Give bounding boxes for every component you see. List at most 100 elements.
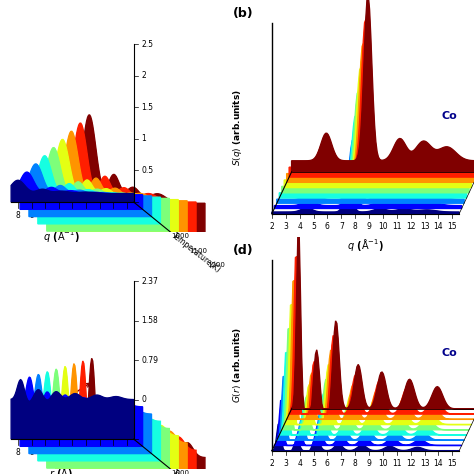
Text: 7: 7 (339, 222, 344, 231)
Text: Temperature(K): Temperature(K) (170, 468, 223, 474)
Polygon shape (287, 44, 474, 182)
Polygon shape (20, 172, 143, 210)
Polygon shape (29, 164, 152, 217)
Text: 9: 9 (29, 448, 34, 457)
Text: 1000: 1000 (172, 470, 190, 474)
Text: 12: 12 (68, 448, 77, 457)
Text: $q$ ($\rm\AA^{-1}$): $q$ ($\rm\AA^{-1}$) (347, 237, 384, 253)
Polygon shape (47, 147, 169, 231)
Text: 2: 2 (270, 459, 274, 468)
Text: 1: 1 (141, 135, 146, 144)
Text: 1.5: 1.5 (141, 103, 154, 112)
Polygon shape (38, 372, 160, 461)
Text: 12: 12 (68, 211, 77, 220)
Polygon shape (279, 115, 466, 198)
Text: 5: 5 (311, 222, 316, 231)
Text: 900: 900 (154, 456, 167, 462)
Text: 15: 15 (109, 211, 118, 220)
Text: 10: 10 (378, 459, 388, 468)
Polygon shape (29, 374, 152, 454)
Polygon shape (282, 91, 469, 193)
Text: 1.58: 1.58 (141, 316, 158, 325)
Polygon shape (279, 352, 466, 435)
Text: 7: 7 (339, 459, 344, 468)
Text: $q$ ($\rm\AA^{-1}$): $q$ ($\rm\AA^{-1}$) (43, 228, 80, 244)
Text: 11: 11 (54, 448, 64, 457)
Polygon shape (11, 180, 134, 202)
Text: 14: 14 (434, 222, 443, 231)
Text: 16: 16 (122, 211, 132, 220)
Text: 16: 16 (122, 448, 132, 457)
Text: $S(q)$ (arb.units): $S(q)$ (arb.units) (231, 89, 244, 166)
Text: 3: 3 (283, 222, 288, 231)
Text: 800: 800 (136, 441, 149, 447)
Text: 900: 900 (154, 219, 167, 225)
Polygon shape (274, 400, 462, 446)
Polygon shape (277, 376, 464, 440)
Text: 8: 8 (16, 211, 20, 220)
Text: Co: Co (442, 348, 458, 358)
Polygon shape (292, 233, 474, 409)
Text: 13: 13 (81, 448, 91, 457)
Text: 15: 15 (447, 459, 457, 468)
Polygon shape (292, 0, 474, 172)
Text: 13: 13 (419, 459, 429, 468)
Text: 12: 12 (406, 222, 415, 231)
Text: 0: 0 (141, 198, 146, 207)
Text: 13: 13 (419, 222, 429, 231)
Text: (b): (b) (232, 7, 253, 20)
Text: 4: 4 (297, 222, 302, 231)
Polygon shape (274, 163, 462, 209)
Text: 15: 15 (109, 448, 118, 457)
Text: 3: 3 (283, 459, 288, 468)
Text: Co: Co (442, 111, 458, 121)
Text: 9: 9 (29, 211, 34, 220)
Polygon shape (272, 424, 459, 451)
Polygon shape (47, 369, 169, 468)
Text: $r$ ($\rm\AA$): $r$ ($\rm\AA$) (49, 465, 73, 474)
Text: 13: 13 (81, 211, 91, 220)
Text: 0: 0 (141, 395, 146, 404)
Text: 11: 11 (392, 459, 401, 468)
Polygon shape (56, 139, 178, 238)
Text: 2.37: 2.37 (141, 277, 158, 286)
Text: 800: 800 (136, 204, 149, 210)
Text: (d): (d) (232, 244, 253, 257)
Polygon shape (287, 281, 474, 419)
Text: 11: 11 (54, 211, 64, 220)
Text: 2: 2 (141, 71, 146, 80)
Text: 1200: 1200 (207, 263, 225, 268)
Polygon shape (56, 366, 178, 474)
Polygon shape (38, 156, 160, 224)
Text: 2: 2 (270, 222, 274, 231)
Text: 6: 6 (325, 222, 330, 231)
Text: 10: 10 (378, 222, 388, 231)
Text: 8: 8 (16, 448, 20, 457)
Text: 4: 4 (297, 459, 302, 468)
Polygon shape (284, 67, 472, 188)
Polygon shape (73, 123, 196, 253)
Polygon shape (20, 377, 143, 447)
Polygon shape (64, 131, 187, 246)
Polygon shape (277, 139, 464, 203)
Text: 10: 10 (40, 448, 50, 457)
Text: Heating: Heating (40, 146, 90, 169)
Text: 5: 5 (311, 459, 316, 468)
Polygon shape (282, 328, 469, 430)
Text: 14: 14 (95, 211, 104, 220)
Text: 1100: 1100 (190, 248, 207, 254)
Text: 10: 10 (40, 211, 50, 220)
Text: 0.79: 0.79 (141, 356, 158, 365)
Polygon shape (11, 380, 134, 439)
Polygon shape (272, 187, 459, 214)
Polygon shape (284, 304, 472, 425)
Text: 9: 9 (366, 459, 372, 468)
Text: Heating: Heating (40, 383, 90, 406)
Text: 12: 12 (406, 459, 415, 468)
Text: Temperature(K): Temperature(K) (170, 231, 223, 275)
Text: -0.79: -0.79 (141, 435, 161, 444)
Polygon shape (82, 115, 205, 260)
Polygon shape (64, 364, 187, 474)
Polygon shape (289, 256, 474, 414)
Polygon shape (73, 361, 196, 474)
